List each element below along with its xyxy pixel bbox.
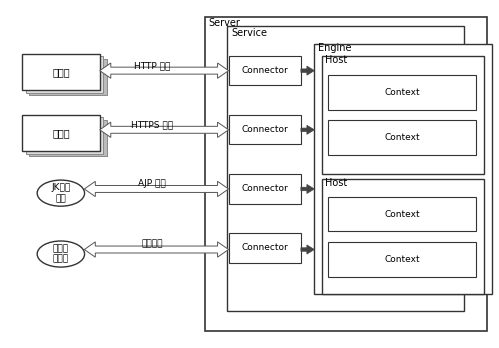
Text: HTTP 协议: HTTP 协议 (134, 61, 170, 70)
Text: JK连接
程序: JK连接 程序 (51, 183, 70, 203)
Bar (29, 120, 107, 156)
Text: Context: Context (384, 209, 420, 219)
Bar (22, 54, 100, 90)
Text: 其他连
接程序: 其他连 接程序 (53, 244, 69, 264)
Bar (22, 115, 100, 151)
Bar (314, 44, 492, 294)
Bar (205, 17, 487, 331)
Bar (26, 117, 103, 154)
Bar (229, 174, 301, 204)
Bar (229, 115, 301, 144)
Ellipse shape (37, 180, 84, 206)
Polygon shape (100, 63, 229, 78)
Text: 其他协议: 其他协议 (141, 240, 163, 249)
Bar (26, 56, 103, 93)
Ellipse shape (37, 241, 84, 267)
Text: 浏览器: 浏览器 (52, 128, 70, 138)
Text: Context: Context (384, 88, 420, 97)
Text: Connector: Connector (242, 184, 288, 193)
Bar (227, 26, 464, 311)
Text: Context: Context (384, 133, 420, 142)
Text: HTTPS 协议: HTTPS 协议 (131, 120, 173, 129)
Bar (328, 120, 476, 155)
Text: AJP 协议: AJP 协议 (138, 179, 166, 188)
Bar (229, 233, 301, 263)
Text: 浏览器: 浏览器 (52, 67, 70, 77)
Text: Context: Context (384, 255, 420, 264)
Polygon shape (301, 125, 314, 134)
Text: Connector: Connector (242, 66, 288, 75)
Bar (328, 197, 476, 231)
Bar (29, 59, 107, 95)
Text: Service: Service (231, 28, 267, 38)
Polygon shape (84, 181, 229, 197)
Text: Engine: Engine (318, 43, 351, 53)
Polygon shape (301, 245, 314, 254)
Text: Server: Server (209, 18, 241, 27)
Text: Connector: Connector (242, 244, 288, 252)
Polygon shape (84, 242, 229, 257)
Polygon shape (301, 66, 314, 75)
Bar (322, 56, 484, 174)
Bar (328, 242, 476, 277)
Text: Host: Host (325, 178, 348, 188)
Bar (328, 75, 476, 110)
Polygon shape (301, 184, 314, 193)
Text: Connector: Connector (242, 125, 288, 134)
Polygon shape (100, 122, 229, 137)
Text: Host: Host (325, 55, 348, 65)
Bar (322, 179, 484, 294)
Bar (229, 56, 301, 85)
